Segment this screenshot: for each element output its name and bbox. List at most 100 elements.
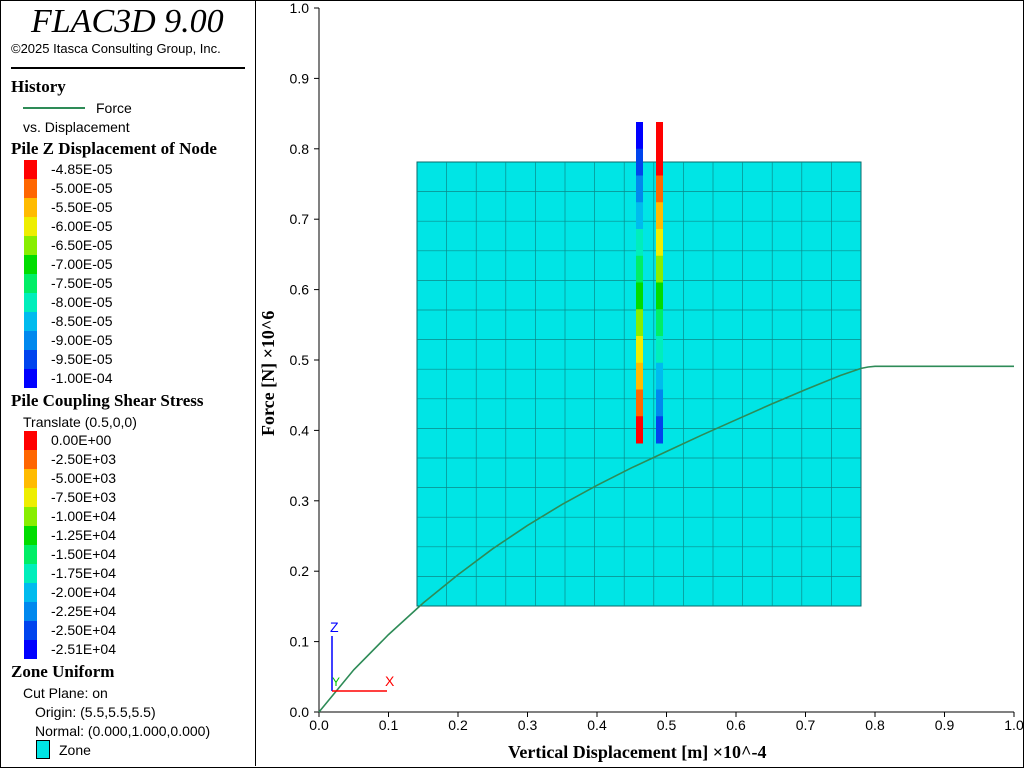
coupling-heading: Pile Coupling Shear Stress [11, 391, 204, 410]
pile-z-swatch [24, 236, 37, 255]
coupling-level-label: 0.00E+00 [51, 432, 112, 448]
x-tick-label: 1.0 [1004, 717, 1024, 733]
pile-z-level-label: -4.85E-05 [51, 161, 113, 177]
pile-z-swatch [24, 274, 37, 293]
pile-bars [636, 122, 663, 444]
pile-z-displacement-segment [636, 202, 643, 230]
coupling-swatch [24, 640, 37, 659]
x-tick-label: 0.9 [935, 717, 955, 733]
zone-swatch [36, 740, 50, 759]
coupling-swatch [24, 583, 37, 602]
pile-z-level-label: -7.00E-05 [51, 256, 113, 272]
pile-coupling-stress-segment [656, 122, 663, 150]
zone-normal: Normal: (0.000,1.000,0.000) [35, 723, 211, 739]
app-title: FLAC3D 9.00 [31, 3, 224, 40]
legend-panel: FLAC3D 9.00 ©2025 Itasca Consulting Grou… [1, 1, 256, 766]
coupling-level-label: -2.25E+04 [51, 603, 116, 619]
coupling-level-label: -7.50E+03 [51, 489, 116, 505]
history-line-swatch [23, 107, 85, 109]
history-heading: History [11, 77, 66, 96]
pile-coupling-stress-segment [656, 336, 663, 364]
coupling-level-label: -5.00E+03 [51, 470, 116, 486]
coupling-swatch [24, 545, 37, 564]
pile-z-displacement-segment [636, 282, 643, 310]
pile-coupling-stress-segment [656, 416, 663, 444]
force-displacement-line [318, 365, 1014, 713]
history-vs-label: vs. Displacement [23, 119, 130, 135]
x-tick-label: 0.8 [865, 717, 885, 733]
coupling-swatch [24, 526, 37, 545]
pile-z-level-label: -9.50E-05 [51, 351, 113, 367]
y-tick-label: 0.5 [290, 352, 310, 368]
pile-z-swatch [24, 331, 37, 350]
pile-z-displacement-segment [636, 229, 643, 257]
y-tick-label: 1.0 [290, 0, 310, 16]
pile-z-displacement-segment [636, 175, 643, 203]
pile-coupling-stress-segment [656, 229, 663, 257]
coupling-level-label: -1.25E+04 [51, 527, 116, 543]
pile-z-displacement-segment [636, 389, 643, 417]
triad-x-label: X [385, 673, 395, 689]
pile-z-displacement-segment [636, 336, 643, 364]
y-tick-label: 0.3 [290, 493, 310, 509]
pile-coupling-stress-segment [656, 282, 663, 310]
triad-z-label: Z [330, 619, 339, 635]
pile-z-swatch [24, 293, 37, 312]
zone-origin: Origin: (5.5,5.5,5.5) [35, 704, 156, 720]
coupling-level-label: -2.50E+04 [51, 622, 116, 638]
axis-triad: Z X Y [330, 619, 395, 692]
x-tick-label: 0.1 [379, 717, 399, 733]
y-tick-label: 0.8 [290, 141, 310, 157]
coupling-swatch [24, 450, 37, 469]
coupling-level-label: -1.75E+04 [51, 565, 116, 581]
coupling-level-label: -2.50E+03 [51, 451, 116, 467]
zone-cutplane: Cut Plane: on [23, 685, 108, 701]
coupling-level-label: -1.50E+04 [51, 546, 116, 562]
pile-coupling-stress-segment [656, 389, 663, 417]
pile-z-swatch [24, 255, 37, 274]
pile-z-level-label: -6.00E-05 [51, 218, 113, 234]
pile-z-swatch [24, 369, 37, 388]
pile-z-heading: Pile Z Displacement of Node [11, 139, 217, 158]
zone-heading: Zone Uniform [11, 662, 115, 681]
pile-z-swatch [24, 198, 37, 217]
pile-z-displacement-segment [636, 362, 643, 390]
coupling-swatch [24, 507, 37, 526]
zone-label: Zone [59, 742, 91, 758]
coupling-level-label: -1.00E+04 [51, 508, 116, 524]
pile-z-displacement-segment [636, 309, 643, 337]
pile-z-level-label: -1.00E-04 [51, 370, 113, 386]
y-tick-label: 0.0 [290, 704, 310, 720]
pile-z-level-label: -8.00E-05 [51, 294, 113, 310]
pile-z-level-label: -9.00E-05 [51, 332, 113, 348]
pile-z-level-label: -6.50E-05 [51, 237, 113, 253]
copyright: ©2025 Itasca Consulting Group, Inc. [11, 41, 221, 56]
x-tick-label: 0.7 [796, 717, 816, 733]
pile-coupling-stress-segment [656, 148, 663, 176]
pile-coupling-stress-segment [656, 362, 663, 390]
pile-z-swatch [24, 312, 37, 331]
triad-y-label: Y [332, 675, 340, 689]
x-axis-label: Vertical Displacement [m] ×10^-4 [508, 742, 767, 762]
pile-z-swatch [24, 217, 37, 236]
pile-z-level-label: -8.50E-05 [51, 313, 113, 329]
pile-z-displacement-segment [636, 255, 643, 283]
x-tick-label: 0.0 [309, 717, 329, 733]
x-tick-label: 0.3 [518, 717, 538, 733]
coupling-translate: Translate (0.5,0,0) [23, 414, 137, 430]
x-tick-label: 0.5 [657, 717, 677, 733]
history-series-label: Force [96, 100, 132, 116]
coupling-swatch [24, 469, 37, 488]
pile-z-swatch [24, 179, 37, 198]
coupling-swatch [24, 602, 37, 621]
chart-axes: 0.0 0.1 0.2 0.3 0.4 0.5 0.6 0.7 0.8 0.9 1.0 0.0 0.1 0… [290, 0, 1024, 733]
y-tick-label: 0.6 [290, 282, 310, 298]
divider [11, 67, 245, 69]
y-tick-label: 0.7 [290, 211, 310, 227]
x-tick-label: 0.2 [448, 717, 468, 733]
coupling-level-label: -2.51E+04 [51, 641, 116, 657]
x-tick-label: 0.6 [726, 717, 746, 733]
y-tick-label: 0.2 [290, 563, 310, 579]
pile-z-displacement-segment [636, 416, 643, 444]
